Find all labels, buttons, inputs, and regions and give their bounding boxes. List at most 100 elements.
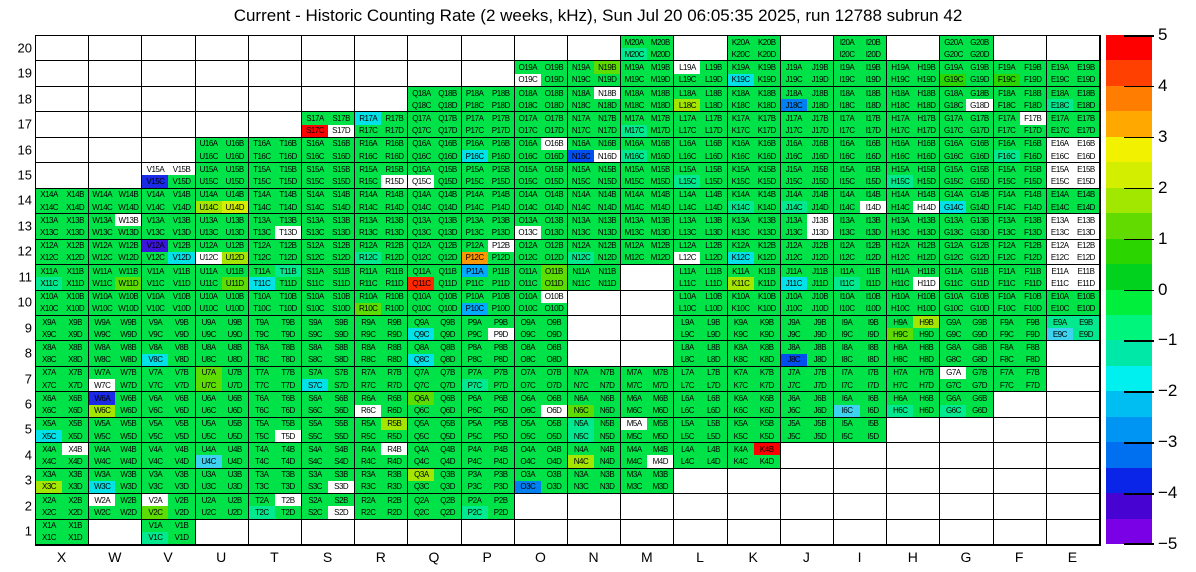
y-tick-label-20: 20 (17, 40, 32, 56)
tank-N11D: N11D (594, 277, 621, 290)
tank-P14A: P14A (461, 188, 488, 201)
cell-M18: M18A M18B M18C M18D (621, 86, 675, 113)
tank-F7A: F7A (993, 366, 1020, 380)
tank-J15C: J15C (780, 175, 807, 188)
tank-P4C: P4C (461, 455, 488, 468)
tank-U11C: U11C (195, 277, 222, 290)
tank-M18D: M18D (647, 99, 674, 112)
tank-U14B: U14B (221, 188, 248, 201)
tank-P7B: P7B (487, 366, 514, 380)
tank-E9C: E9C (1046, 328, 1073, 341)
tank-K10D: K10D (753, 302, 780, 315)
tank-S9C: S9C (302, 328, 329, 341)
cell-G7: G7A G7B G7C G7D (940, 366, 994, 393)
tank-J10D: J10D (806, 302, 833, 315)
tank-V12B: V12B (168, 239, 195, 252)
tank-G8C: G8C (940, 353, 967, 366)
tank-K12C: K12C (727, 251, 754, 265)
tank-L8D: L8D (700, 353, 727, 366)
tank-O18A: O18A (514, 86, 541, 100)
tank-N4A: N4A (568, 443, 595, 456)
tank-R9D: R9D (381, 328, 408, 341)
cell-I13: I13A I13B I13C I13D (834, 214, 888, 240)
tank-M13A: M13A (621, 214, 648, 227)
cell-S14: S14A S14B S14C S14D (302, 188, 356, 215)
tank-W9A: W9A (89, 315, 116, 329)
tank-W3C: W3C (89, 480, 116, 494)
tank-K5B: K5B (753, 417, 780, 430)
tank-N15A: N15A (568, 163, 595, 176)
cell-K12: K12A K12B K12C K12D (727, 239, 781, 266)
tank-H18A: H18A (887, 86, 914, 100)
tank-U16D: U16D (221, 150, 248, 163)
cell-E6 (1046, 392, 1100, 418)
tank-U13A: U13A (195, 214, 222, 227)
tank-W13D: W13D (115, 226, 142, 239)
cell-Q11: Q11A Q11B Q11C Q11D (408, 265, 462, 291)
tank-H11A: H11A (887, 265, 914, 278)
tank-T14A: T14A (248, 188, 275, 201)
colorbar-tick (1124, 493, 1154, 495)
cell-I15: I15A I15B I15C I15D (834, 163, 888, 189)
tank-S17A: S17A (302, 112, 329, 125)
cell-T15: T15A T15B T15C T15D (248, 163, 302, 189)
tank-J10B: J10B (806, 290, 833, 303)
tank-P17D: P17D (487, 124, 514, 137)
cell-W18 (89, 86, 143, 113)
tank-O9A: O9A (514, 315, 541, 329)
cell-F1 (993, 519, 1047, 545)
tank-J15D: J15D (806, 175, 833, 188)
tank-J16D: J16D (806, 150, 833, 163)
tank-I20C: I20C (834, 48, 861, 61)
tank-J6D: J6D (806, 404, 833, 417)
cell-V13: V13A V13B V13C V13D (142, 214, 196, 240)
cell-U19 (195, 61, 249, 87)
tank-O7B: O7B (540, 366, 567, 380)
tank-N14C: N14C (568, 200, 595, 214)
tank-F11D: F11D (1019, 277, 1046, 290)
tank-L18B: L18B (700, 86, 727, 100)
tank-O10A: O10A (514, 290, 541, 303)
tank-Q8C: Q8C (408, 353, 435, 366)
tank-J17C: J17C (780, 124, 807, 137)
tank-P15C: P15C (461, 175, 488, 188)
cell-E18: E18A E18B E18C E18D (1046, 86, 1100, 113)
cell-P10: P10A P10B P10C P10D (461, 290, 515, 316)
tank-O14A: O14A (514, 188, 541, 201)
tank-H7A: H7A (887, 366, 914, 380)
cell-V10: V10A V10B V10C V10D (142, 290, 196, 316)
tank-Q15A: Q15A (408, 163, 435, 176)
tank-R14B: R14B (381, 188, 408, 201)
tank-F8B: F8B (1019, 341, 1046, 354)
tank-M19C: M19C (621, 73, 648, 86)
cell-J16: J16A J16B J16C J16D (780, 137, 834, 164)
tank-J17D: J17D (806, 124, 833, 137)
tank-G12D: G12D (966, 251, 993, 265)
tank-I11B: I11B (860, 265, 887, 278)
cell-R19 (355, 61, 409, 87)
tank-U9C: U9C (195, 328, 222, 341)
cell-F7: F7A F7B F7C F7D (993, 366, 1047, 393)
tank-K15B: K15B (753, 163, 780, 176)
tank-I10B: I10B (860, 290, 887, 303)
cell-T5: T5A T5B T5C T5D (248, 417, 302, 444)
colorbar-segment-5 (1106, 162, 1152, 188)
colorbar-segment-7 (1106, 213, 1152, 239)
tank-E10A: E10A (1046, 290, 1073, 303)
cell-O2 (514, 494, 568, 520)
tank-J12D: J12D (806, 251, 833, 265)
tank-V4C: V4C (142, 455, 169, 468)
tank-R9A: R9A (355, 315, 382, 329)
y-tick-label-18: 18 (17, 91, 32, 107)
cell-F20 (993, 36, 1047, 62)
tank-H15B: H15B (913, 163, 940, 176)
cell-H2 (887, 494, 941, 520)
tank-M7C: M7C (621, 379, 648, 392)
cell-O4: O4A O4B O4C O4D (514, 443, 568, 469)
tank-E17C: E17C (1046, 124, 1073, 137)
tank-N13C: N13C (568, 226, 595, 239)
tank-J19A: J19A (780, 61, 807, 74)
tank-R11B: R11B (381, 265, 408, 278)
cell-T1 (248, 519, 302, 545)
